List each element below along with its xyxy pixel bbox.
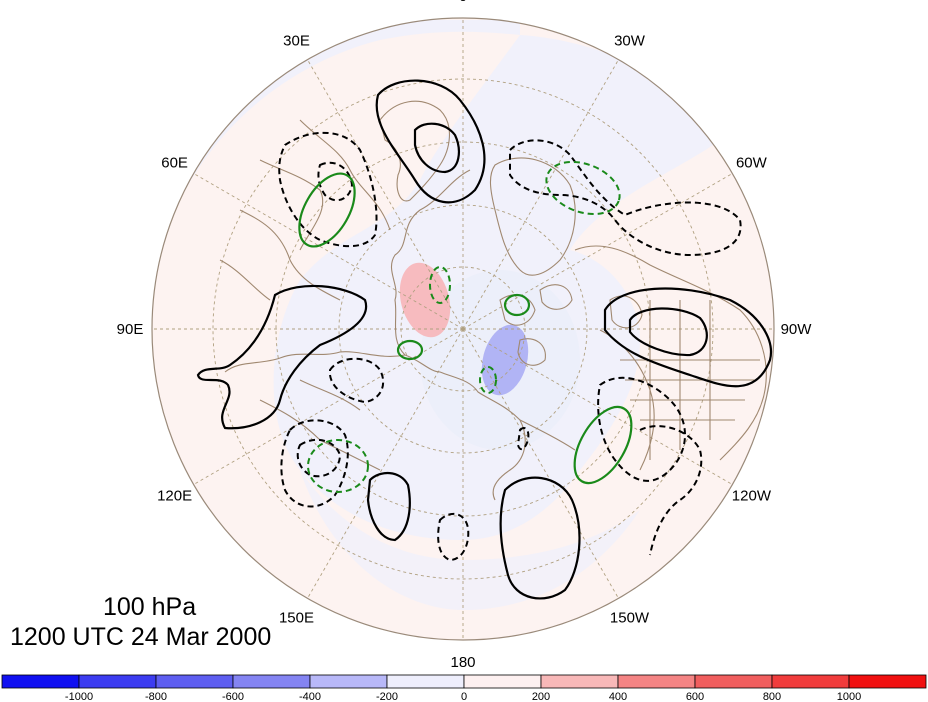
positive-anomaly-center [399,262,451,338]
colorbar-tick-label: 0 [461,691,467,702]
colorbar-tick-label: 800 [763,691,781,702]
longitude-label: 30W [614,33,646,50]
map-border [151,17,775,641]
colorbar-boxes [1,674,927,689]
colorbar-box [232,674,311,689]
colorbar-box [540,674,619,689]
colorbar-tick-label: -200 [376,691,398,702]
colorbar-tick-label: -400 [299,691,321,702]
black-dashed-contours [278,131,742,562]
meridian-line [462,328,619,599]
colorbar-box [386,674,465,689]
colorbar-box [309,674,388,689]
longitude-label: 60W [736,155,768,172]
meridian-line [462,59,619,330]
colorbar-tick-label: -800 [145,691,167,702]
longitude-labels: 0 30W 60W 90W 120W 150W 180 150E 120E 90E 60E 30E [117,0,813,670]
colorbar-box [694,674,773,689]
colorbar-box [78,674,157,689]
meridian-line [307,328,464,599]
colorbar-box [617,674,696,689]
colorbar-tick-label: -600 [222,691,244,702]
colorbar-box [771,674,850,689]
longitude-label: 120W [732,488,772,505]
longitude-label: 150E [279,609,314,626]
colorbar-tick-label: 600 [686,691,704,702]
meridian-lines [152,18,774,640]
shading-light-blue-south [300,470,640,610]
colorbar-tick-labels: -1000 -800 -600 -400 -200 0 200 400 600 800 1000 [65,691,861,702]
meridian-line [462,173,733,330]
longitude-label: 0 [459,0,467,5]
meridian-line [193,173,464,330]
colorbar-tick-label: -1000 [65,691,93,702]
colorbar-tick-label: 400 [609,691,627,702]
longitude-label: 60E [161,155,188,172]
meridian-line [307,59,464,330]
datetime-title: 1200 UTC 24 Mar 2000 [10,623,272,651]
colorbar-box [1,674,80,689]
longitude-label: 180 [450,654,475,670]
meridian-line [193,328,464,485]
colorbar-box [155,674,234,689]
colorbar-tick-label: 1000 [837,691,861,702]
meridian-line [462,328,733,485]
longitude-label: 30E [283,33,310,50]
colorbar: -1000 -800 -600 -400 -200 0 200 400 600 800 1000 [1,674,927,702]
longitude-label: 90W [781,321,813,338]
colorbar-tick-label: 200 [532,691,550,702]
longitude-label: 150W [610,609,650,626]
green-dashed-contours [307,160,621,493]
black-solid-contours [196,79,773,600]
longitude-label: 90E [117,321,144,338]
longitude-label: 120E [157,488,192,505]
pressure-level-title: 100 hPa [103,593,197,621]
colorbar-box [848,674,927,689]
polar-map: 0 30W 60W 90W 120W 150W 180 150E 120E 90E 60E 30E [117,0,813,670]
green-solid-contours [298,172,633,485]
colorbar-box [463,674,542,689]
negative-anomaly-center [481,324,529,396]
